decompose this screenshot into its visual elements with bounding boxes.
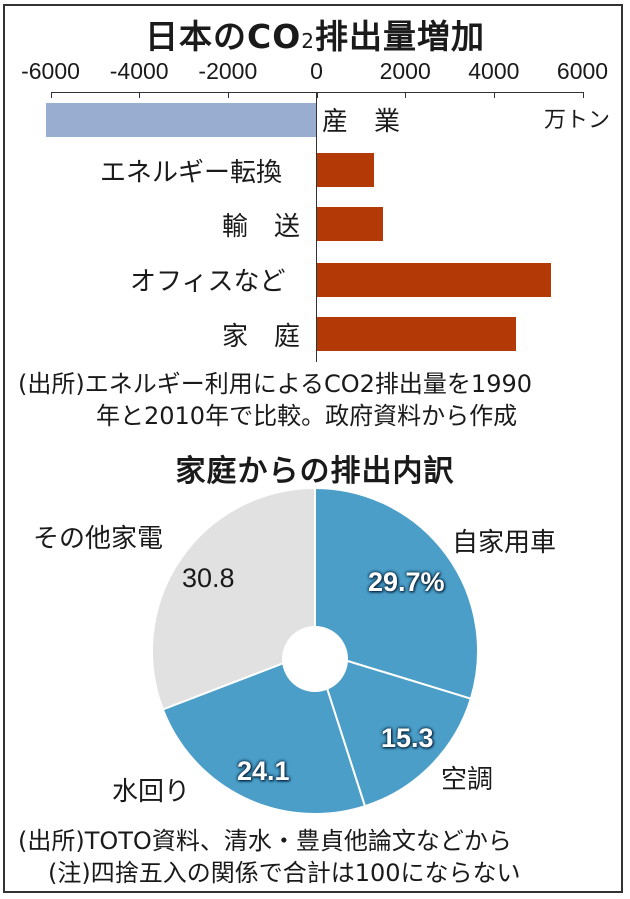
- title-subscript: 2: [301, 29, 315, 53]
- x-tick-mark: [405, 92, 406, 98]
- x-tick-label: 4000: [468, 58, 520, 84]
- slice-label-other: その他家電: [33, 524, 164, 554]
- donut-slice-3: [151, 486, 316, 711]
- bar-source-note-line2: 年と2010年で比較。政府資料から作成: [96, 402, 518, 430]
- x-tick-mark: [228, 92, 229, 98]
- x-tick-label: -6000: [21, 58, 80, 84]
- unit-label: 万トン: [544, 108, 611, 133]
- x-tick-mark: [139, 92, 140, 98]
- bar-0: [46, 103, 317, 137]
- bar-chart-title: 日本のCO2排出量増加: [0, 10, 630, 58]
- slice-label-car: 自家用車: [452, 528, 557, 558]
- bar-source-note-line1: (出所)エネルギー利用によるCO2排出量を1990: [18, 370, 533, 398]
- slice-value-water: 24.1: [237, 756, 290, 786]
- slice-label-water: 水回り: [112, 777, 191, 807]
- x-tick-mark: [317, 92, 318, 98]
- pie-chart-title: 家庭からの排出内訳: [175, 454, 455, 489]
- pie-footnote: (注)四捨五入の関係で合計は100にならない: [48, 859, 521, 887]
- bar-1: [316, 153, 375, 187]
- bar-3: [316, 263, 552, 297]
- pie-source-note: (出所)TOTO資料、清水・豊貞他論文などから: [18, 827, 512, 855]
- donut-slice-0: [314, 486, 479, 700]
- donut-hole: [282, 626, 348, 692]
- slice-value-other: 30.8: [182, 563, 235, 593]
- donut-svg: [151, 486, 479, 815]
- category-label: 産 業: [322, 107, 401, 137]
- bar-4: [316, 317, 516, 351]
- chart-frame: [3, 4, 623, 893]
- bar-2: [316, 207, 383, 241]
- donut-slice-1: [313, 649, 473, 808]
- title-text: 日本のCO: [144, 17, 302, 56]
- title-text-end: 排出量増加: [315, 17, 485, 56]
- slice-value-car: 29.7%: [368, 567, 445, 597]
- slice-label-aircon: 空調: [441, 765, 494, 795]
- donut-chart: [150, 486, 480, 816]
- x-tick-label: -4000: [109, 58, 169, 84]
- x-tick-mark: [51, 92, 52, 98]
- slice-value-aircon: 15.3: [381, 723, 434, 753]
- category-label: オフィスなど: [130, 267, 286, 297]
- x-tick-label: -2000: [198, 58, 258, 84]
- category-label: エネルギー転換: [100, 158, 283, 188]
- x-tick-mark: [494, 92, 495, 98]
- category-label: 家 庭: [222, 322, 301, 352]
- x-tick-mark: [583, 92, 584, 98]
- x-tick-label: 6000: [556, 58, 609, 84]
- x-tick-label: 2000: [379, 58, 431, 84]
- x-tick-label: 0: [310, 58, 323, 84]
- category-label: 輸 送: [222, 212, 301, 242]
